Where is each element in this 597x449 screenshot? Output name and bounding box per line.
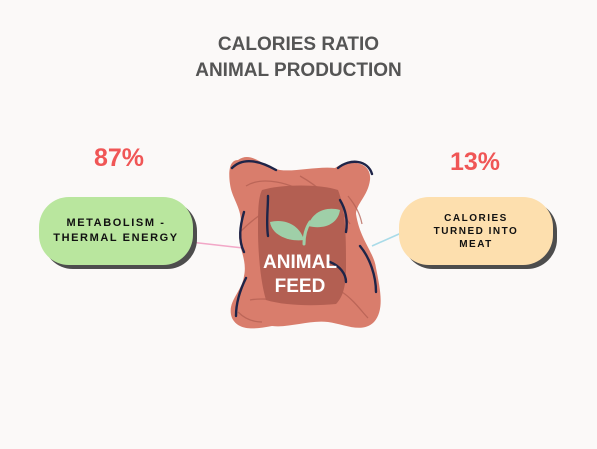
metabolism-pill: METABOLISM - THERMAL ENERGY (39, 197, 193, 265)
left-percentage: 87% (94, 144, 145, 172)
metabolism-label-line-1: METABOLISM - (66, 217, 166, 229)
title-line-1: CALORIES RATIO (217, 34, 380, 55)
title-line-2: ANIMAL PRODUCTION (195, 60, 402, 81)
meat-label-line-1: CALORIES (444, 212, 508, 224)
left-connector-line (189, 241, 244, 249)
meat-label-line-3: MEAT (459, 238, 493, 250)
meat-pill: CALORIES TURNED INTO MEAT (399, 197, 553, 265)
sprout-icon (270, 208, 340, 246)
animal-feed-label-line-2: FEED (274, 276, 326, 297)
animal-feed-label-line-1: ANIMAL (263, 252, 337, 273)
right-percentage: 13% (450, 148, 501, 176)
meat-label-line-2: TURNED INTO (433, 225, 519, 237)
metabolism-label-line-2: THERMAL ENERGY (53, 232, 179, 244)
